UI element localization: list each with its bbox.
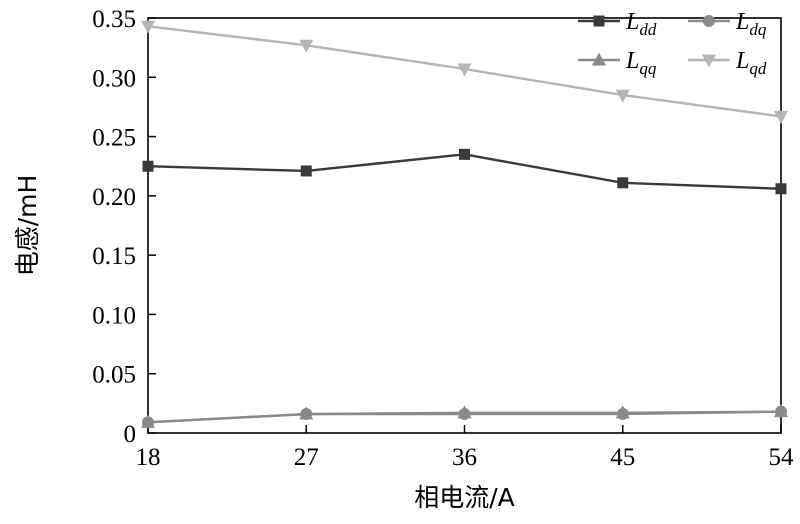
series-layer bbox=[141, 20, 788, 429]
y-axis-title: 电感/mH bbox=[13, 175, 42, 277]
y-tick-label: 0 bbox=[124, 421, 137, 448]
axes: 0 0.05 0.10 0.15 0.20 0.25 0.30 0.35 18 27 36 45 54 bbox=[92, 6, 794, 471]
x-tick-label: 54 bbox=[769, 444, 795, 471]
legend-marker-ldq bbox=[703, 15, 715, 27]
x-tick-label: 18 bbox=[136, 444, 161, 471]
legend-label-subscript: dq bbox=[749, 20, 767, 39]
data-point-lqq bbox=[774, 404, 788, 418]
y-tick-label: 0.15 bbox=[92, 243, 136, 270]
series-ldd bbox=[142, 148, 787, 195]
data-point-lqd bbox=[615, 89, 630, 103]
legend-label-base: L bbox=[735, 9, 749, 35]
y-tick-label: 0.20 bbox=[92, 184, 136, 211]
y-tick-label: 0.35 bbox=[92, 6, 136, 33]
legend-label-ldd: Ldd bbox=[625, 9, 657, 39]
x-tick-label: 45 bbox=[610, 444, 635, 471]
x-axis-title: 相电流/A bbox=[414, 483, 515, 512]
legend-label-lqq: Lqq bbox=[625, 48, 657, 78]
data-point-ldd bbox=[617, 177, 629, 189]
legend-item-ldd: Ldd bbox=[578, 9, 657, 39]
data-point-lqd bbox=[299, 39, 314, 53]
legend-label-lqd: Lqd bbox=[735, 48, 767, 78]
data-point-lqd bbox=[774, 110, 788, 124]
legend-label-base: L bbox=[625, 48, 639, 74]
y-tick-label: 0.10 bbox=[92, 302, 136, 329]
series-lqq bbox=[141, 404, 788, 428]
legend-item-lqd: Lqd bbox=[688, 48, 767, 78]
y-tick-label: 0.05 bbox=[92, 362, 136, 389]
plot-frame bbox=[147, 17, 782, 434]
legend-marker-ldd bbox=[593, 15, 605, 27]
legend-label-base: L bbox=[735, 48, 749, 74]
legend-marker-lqq bbox=[592, 52, 606, 66]
data-point-lqq bbox=[141, 414, 155, 428]
data-point-lqd bbox=[141, 20, 155, 34]
legend-label-subscript: qd bbox=[749, 59, 767, 78]
x-tick-label: 36 bbox=[452, 444, 477, 471]
data-point-ldd bbox=[142, 160, 154, 172]
legend-marker-lqd bbox=[702, 54, 716, 68]
data-point-ldd bbox=[300, 165, 312, 177]
y-tick-label: 0.30 bbox=[92, 65, 136, 92]
x-tick-label: 27 bbox=[294, 444, 319, 471]
data-point-ldd bbox=[775, 183, 787, 195]
legend-label-base: L bbox=[625, 9, 639, 35]
data-point-lqq bbox=[299, 406, 314, 420]
legend-label-ldq: Ldq bbox=[735, 9, 767, 39]
legend-item-ldq: Ldq bbox=[688, 9, 767, 39]
legend-item-lqq: Lqq bbox=[578, 48, 657, 78]
legend-label-subscript: dd bbox=[639, 20, 657, 39]
y-tick-label: 0.25 bbox=[92, 125, 136, 152]
data-point-lqq bbox=[615, 405, 630, 419]
data-point-ldd bbox=[459, 148, 470, 160]
data-point-lqq bbox=[457, 405, 472, 419]
data-point-lqd bbox=[457, 63, 472, 77]
series-lqd bbox=[141, 20, 788, 124]
legend-label-subscript: qq bbox=[639, 59, 657, 78]
